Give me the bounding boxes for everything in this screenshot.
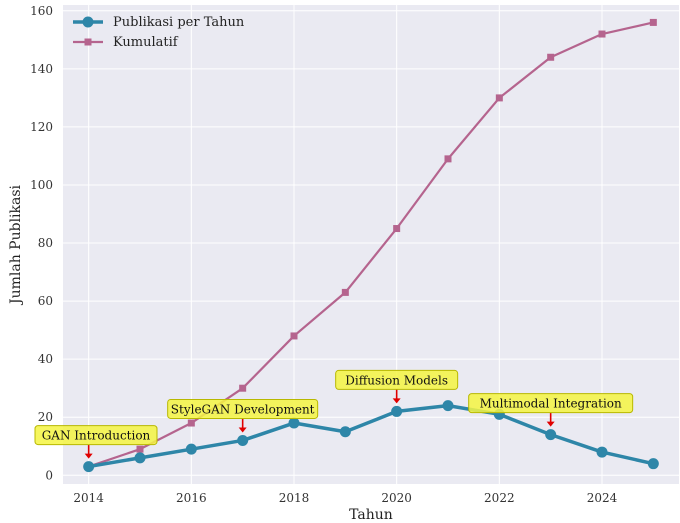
data-point-publikasi-per-tahun: [237, 434, 249, 446]
series: [83, 18, 659, 473]
annotation-box: [468, 393, 634, 414]
annotation-text: GAN Introduction: [42, 429, 151, 443]
data-point-kumulatif: [393, 225, 401, 233]
data-point-kumulatif: [239, 384, 247, 392]
annotation: Diffusion Models: [335, 369, 459, 404]
annotation-arrowhead: [84, 453, 93, 459]
data-point-publikasi-per-tahun: [185, 443, 197, 455]
data-point-kumulatif: [598, 30, 606, 38]
data-point-publikasi-per-tahun: [545, 429, 557, 441]
x-tick-label: 2020: [381, 491, 412, 505]
data-point-publikasi-per-tahun: [288, 417, 300, 429]
data-point-kumulatif: [547, 53, 555, 61]
y-tick-label: 0: [45, 468, 53, 482]
y-tick-label: 80: [38, 236, 53, 250]
data-point-kumulatif: [495, 94, 503, 102]
data-point-kumulatif: [136, 445, 144, 453]
y-axis-label: Jumlah Publikasi: [8, 184, 24, 306]
series-line-kumulatif: [88, 21, 654, 468]
data-point-kumulatif: [649, 18, 657, 26]
annotation-box: [335, 369, 459, 390]
data-point-publikasi-per-tahun: [83, 461, 95, 473]
legend-label: Publikasi per Tahun: [113, 15, 245, 30]
data-point-kumulatif: [444, 155, 452, 163]
annotation-text: Diffusion Models: [345, 373, 448, 387]
y-tick-label: 40: [38, 352, 53, 366]
x-tick-label: 2022: [484, 491, 515, 505]
annotation: StyleGAN Development: [167, 398, 319, 433]
y-tick-label: 160: [30, 4, 53, 18]
annotation-box: [167, 398, 319, 419]
legend: Publikasi per Tahun Kumulatif: [73, 15, 245, 50]
legend-swatch-marker: [84, 38, 92, 46]
annotation: Multimodal Integration: [468, 393, 634, 427]
axis-ticks: 0 20 40 60 80 100 120 140 160 2014 2016 2018 2020 202…: [30, 4, 618, 505]
y-tick-label: 20: [38, 410, 53, 424]
data-point-publikasi-per-tahun: [647, 458, 659, 470]
legend-swatch-marker: [82, 16, 94, 28]
annotation-text: StyleGAN Development: [171, 402, 315, 416]
x-tick-label: 2018: [279, 491, 310, 505]
data-point-publikasi-per-tahun: [596, 446, 608, 458]
data-point-kumulatif: [290, 332, 298, 340]
data-point-kumulatif: [187, 419, 195, 427]
x-tick-label: 2024: [587, 491, 618, 505]
annotation-arrowhead: [392, 398, 401, 404]
annotation-arrowhead: [238, 427, 247, 433]
x-axis-label: Tahun: [349, 507, 393, 523]
annotation-box: [34, 425, 158, 446]
data-point-kumulatif: [341, 288, 349, 296]
data-point-publikasi-per-tahun: [391, 405, 403, 417]
y-tick-label: 100: [30, 178, 53, 192]
x-tick-label: 2016: [176, 491, 207, 505]
y-tick-label: 140: [30, 62, 53, 76]
annotation-arrowhead: [546, 421, 555, 427]
annotations: GAN Introduction StyleGAN Development Diff…: [34, 369, 634, 459]
x-tick-label: 2014: [73, 491, 104, 505]
series-line-publikasi-per-tahun: [88, 403, 654, 469]
data-point-publikasi-per-tahun: [339, 426, 351, 438]
data-point-publikasi-per-tahun: [442, 400, 454, 412]
y-tick-label: 120: [30, 120, 53, 134]
legend-label: Kumulatif: [113, 35, 179, 50]
y-tick-label: 60: [38, 294, 53, 308]
annotation: GAN Introduction: [34, 425, 158, 459]
annotation-text: Multimodal Integration: [480, 397, 622, 411]
data-point-publikasi-per-tahun: [134, 452, 146, 464]
